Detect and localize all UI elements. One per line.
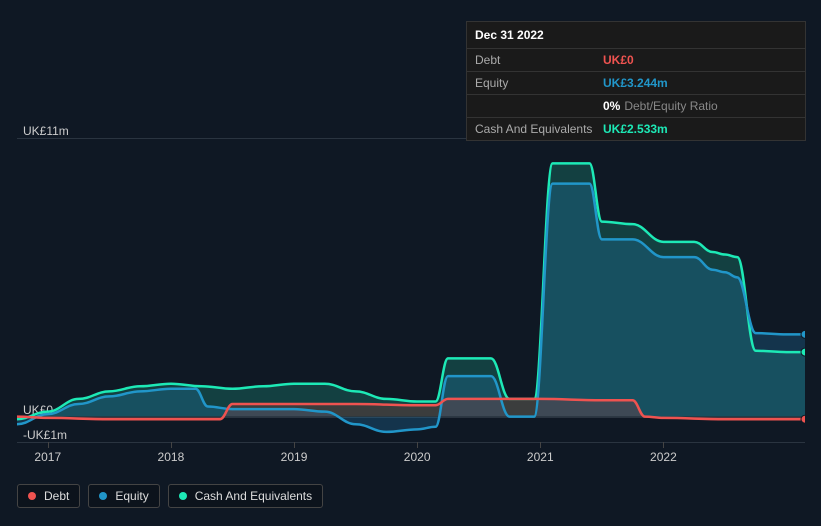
series-end-marker (801, 348, 805, 356)
x-tick (540, 442, 541, 448)
tooltip-title: Dec 31 2022 (467, 22, 805, 49)
x-tick (48, 442, 49, 448)
legend-item[interactable]: Cash And Equivalents (168, 484, 323, 508)
x-tick (294, 442, 295, 448)
tooltip-row-label: Cash And Equivalents (475, 122, 603, 136)
legend-item-label: Cash And Equivalents (195, 489, 312, 503)
x-axis-label: 2020 (404, 450, 431, 464)
gridline (17, 442, 805, 443)
tooltip-row: Cash And EquivalentsUK£2.533m (467, 118, 805, 140)
y-axis-label: UK£11m (23, 124, 69, 138)
x-tick (417, 442, 418, 448)
legend-item-label: Equity (115, 489, 148, 503)
legend-dot-icon (179, 492, 187, 500)
x-axis-label: 2018 (158, 450, 185, 464)
series-end-marker (801, 330, 805, 338)
tooltip-row-label (475, 99, 603, 113)
tooltip-row-value: UK£2.533m (603, 122, 668, 136)
legend: Debt Equity Cash And Equivalents (17, 484, 323, 508)
x-tick (171, 442, 172, 448)
x-axis-label: 2019 (281, 450, 308, 464)
chart-svg (17, 138, 805, 442)
tooltip-row-value: UK£0 (603, 53, 634, 67)
tooltip-row: 0%Debt/Equity Ratio (467, 95, 805, 118)
tooltip-row-value: UK£3.244m (603, 76, 668, 90)
tooltip-row-suffix: Debt/Equity Ratio (624, 99, 717, 113)
tooltip-row: DebtUK£0 (467, 49, 805, 72)
series-area (17, 184, 805, 432)
tooltip-row-label: Debt (475, 53, 603, 67)
legend-dot-icon (99, 492, 107, 500)
tooltip-panel: Dec 31 2022DebtUK£0EquityUK£3.244m0%Debt… (466, 21, 806, 141)
x-axis-label: 2022 (650, 450, 677, 464)
series-end-marker (801, 415, 805, 423)
legend-item[interactable]: Debt (17, 484, 80, 508)
x-tick (663, 442, 664, 448)
tooltip-row-label: Equity (475, 76, 603, 90)
x-axis-label: 2021 (527, 450, 554, 464)
x-axis-label: 2017 (34, 450, 61, 464)
tooltip-row: EquityUK£3.244m (467, 72, 805, 95)
legend-item[interactable]: Equity (88, 484, 159, 508)
legend-dot-icon (28, 492, 36, 500)
legend-item-label: Debt (44, 489, 69, 503)
tooltip-row-value: 0%Debt/Equity Ratio (603, 99, 718, 113)
